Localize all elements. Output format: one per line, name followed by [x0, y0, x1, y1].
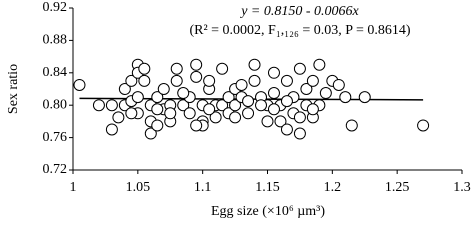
point — [358, 91, 371, 104]
x-tick-label: 1.25 — [385, 180, 410, 195]
point — [248, 58, 261, 71]
point — [144, 127, 157, 140]
x-tick-label: 1.15 — [255, 180, 280, 195]
statistics: (R² = 0.0002, F₁,₁₂₆ = 0.03, P = 0.8614) — [189, 23, 410, 38]
point — [203, 103, 216, 116]
x-tick-label: 1.2 — [324, 180, 342, 195]
point — [280, 74, 293, 87]
x-tick-label: 1.1 — [194, 180, 212, 195]
chart: y = 0.8150 - 0.0066x (R² = 0.0002, F₁,₁₂… — [6, 0, 471, 219]
point — [170, 74, 183, 87]
point — [242, 95, 255, 108]
point — [92, 99, 105, 112]
point — [293, 111, 306, 124]
x-axis-label: Egg size (×10⁶ µm³) — [211, 204, 325, 219]
point — [306, 103, 319, 116]
y-axis-label: Sex ratio — [6, 64, 21, 114]
point — [293, 127, 306, 140]
point — [125, 107, 138, 120]
point — [170, 62, 183, 75]
y-tick-label: 0.88 — [43, 33, 68, 48]
point — [112, 111, 125, 124]
point — [300, 83, 313, 95]
x-tick-label: 1.05 — [126, 180, 151, 195]
point — [293, 62, 306, 75]
point — [267, 66, 280, 79]
point — [190, 119, 203, 132]
point — [280, 95, 293, 108]
point — [248, 74, 261, 87]
point — [274, 115, 287, 128]
point — [151, 103, 164, 116]
point — [216, 99, 229, 112]
point — [177, 87, 190, 100]
point — [138, 74, 151, 87]
point — [164, 107, 177, 120]
point — [105, 123, 118, 136]
point — [73, 78, 86, 91]
point — [332, 78, 345, 91]
point — [131, 91, 144, 104]
point — [280, 123, 293, 136]
point — [267, 103, 280, 116]
point — [222, 91, 235, 104]
point — [267, 87, 280, 100]
point — [261, 115, 274, 128]
y-tick-label: 0.84 — [43, 65, 68, 80]
point — [125, 74, 138, 87]
point — [183, 107, 196, 120]
point — [190, 58, 203, 71]
point — [339, 91, 352, 104]
point — [118, 83, 131, 95]
point — [203, 74, 216, 87]
y-tick-label: 0.76 — [43, 130, 68, 145]
y-tick-label: 0.72 — [43, 162, 68, 177]
equation: y = 0.8150 - 0.0066x — [239, 4, 359, 19]
point — [157, 83, 170, 95]
point — [151, 91, 164, 104]
point — [229, 99, 242, 112]
y-tick-label: 0.80 — [43, 97, 68, 112]
point — [177, 99, 190, 112]
point — [151, 119, 164, 132]
point — [313, 58, 326, 71]
x-tick-label: 1.3 — [453, 180, 471, 195]
point — [209, 111, 222, 124]
point — [306, 74, 319, 87]
point — [216, 62, 229, 75]
point — [105, 99, 118, 112]
point — [417, 119, 430, 132]
point — [255, 99, 268, 112]
point — [242, 107, 255, 120]
point — [235, 78, 248, 91]
point — [138, 62, 151, 75]
point — [190, 70, 203, 83]
y-tick-label: 0.92 — [43, 0, 68, 15]
point — [345, 119, 358, 132]
point — [319, 87, 332, 100]
point — [229, 111, 242, 124]
x-tick-label: 1 — [70, 180, 77, 195]
